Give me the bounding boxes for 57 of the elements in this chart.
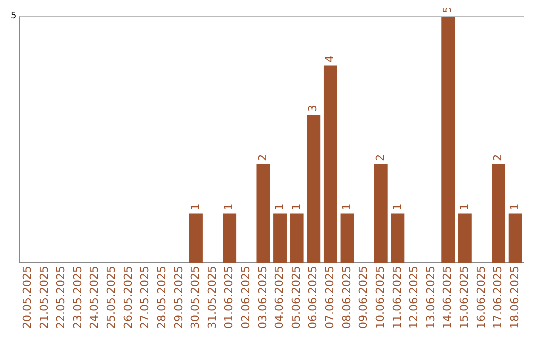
bar <box>508 214 522 264</box>
x-tick-label: 10.06.2025 <box>374 266 387 330</box>
bar <box>307 115 321 264</box>
bar <box>274 214 287 264</box>
x-tick-label: 16.06.2025 <box>474 266 488 330</box>
x-tick-label: 09.06.2025 <box>357 266 370 330</box>
x-tick-label: 26.05.2025 <box>122 266 135 330</box>
data-label: 1 <box>508 204 522 211</box>
x-tick-label: 31.05.2025 <box>206 266 219 330</box>
x-tick-label: 07.06.2025 <box>324 266 337 330</box>
bar <box>324 66 338 264</box>
bar <box>340 214 354 264</box>
x-tick-label: 08.06.2025 <box>340 266 354 330</box>
data-label: 1 <box>290 204 303 211</box>
x-tick-label: 03.06.2025 <box>256 266 270 330</box>
x-tick-label: 18.06.2025 <box>508 266 522 330</box>
data-label: 1 <box>273 204 286 211</box>
data-label: 2 <box>256 154 270 162</box>
x-tick-label: 05.06.2025 <box>290 266 303 330</box>
bar <box>374 164 388 264</box>
bar <box>458 214 472 264</box>
data-label: 1 <box>222 204 236 211</box>
x-tick-label: 13.06.2025 <box>424 266 438 330</box>
bar <box>223 214 237 264</box>
x-tick-label: 20.05.2025 <box>20 266 34 330</box>
data-label: 1 <box>458 204 472 211</box>
x-tick-label: 02.06.2025 <box>240 266 253 330</box>
x-tick-label: 11.06.2025 <box>390 266 404 330</box>
x-tick-label: 04.06.2025 <box>273 266 286 330</box>
x-tick-label: 15.06.2025 <box>458 266 472 330</box>
x-tick-label: 14.06.2025 <box>441 266 454 330</box>
x-tick-label: 27.05.2025 <box>138 266 152 330</box>
data-label: 1 <box>340 204 354 211</box>
x-tick-label: 28.05.2025 <box>155 266 168 330</box>
bar <box>290 214 304 264</box>
data-label: 1 <box>189 204 202 211</box>
x-tick-label: 21.05.2025 <box>38 266 51 330</box>
x-tick-label: 06.06.2025 <box>306 266 320 330</box>
bar <box>442 16 456 264</box>
x-tick-label: 22.05.2025 <box>54 266 68 330</box>
bar <box>391 214 405 264</box>
bar <box>256 164 270 264</box>
bar <box>492 164 506 264</box>
data-label: 1 <box>390 204 404 211</box>
x-tick-label: 25.05.2025 <box>105 266 118 330</box>
x-tick-label: 30.05.2025 <box>189 266 202 330</box>
bar <box>190 214 203 264</box>
x-tick-label: 12.06.2025 <box>408 266 421 330</box>
data-label: 2 <box>374 154 387 162</box>
x-tick-label: 01.06.2025 <box>222 266 236 330</box>
data-label: 3 <box>306 105 320 112</box>
data-label: 4 <box>324 56 337 63</box>
x-tick-label: 29.05.2025 <box>172 266 186 330</box>
data-label: 2 <box>492 154 505 162</box>
x-tick-label: 23.05.2025 <box>71 266 84 330</box>
x-tick-label: 17.06.2025 <box>492 266 505 330</box>
x-tick-label: 24.05.2025 <box>88 266 102 330</box>
